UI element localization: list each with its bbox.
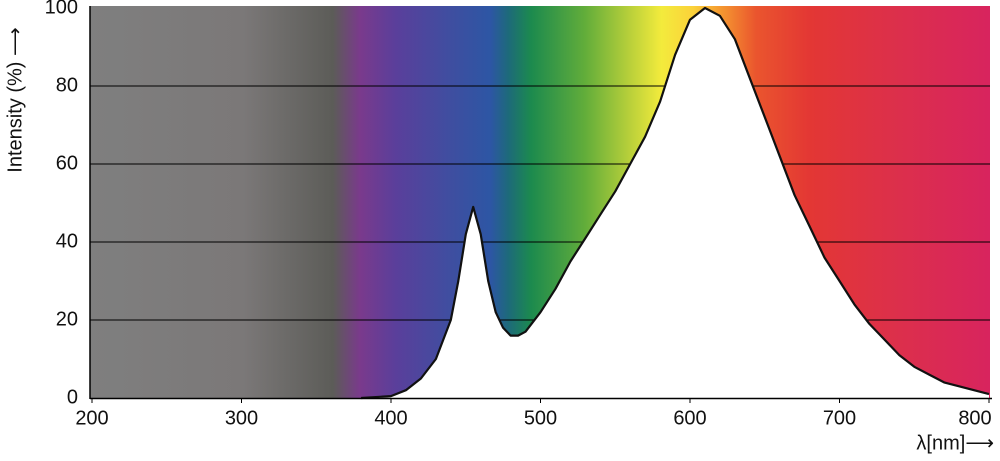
x-axis-label: λ[nm]⟶ xyxy=(916,432,994,454)
y-tick-label: 20 xyxy=(56,308,78,330)
y-tick-label: 100 xyxy=(45,0,78,18)
line xyxy=(361,6,990,400)
x-tick-label: 500 xyxy=(524,407,557,429)
y-tick-label: 40 xyxy=(56,230,78,252)
x-tick-label: 800 xyxy=(958,407,991,429)
x-tick-label: 700 xyxy=(823,407,856,429)
x-tick-label: 400 xyxy=(374,407,407,429)
x-tick-label: 300 xyxy=(225,407,258,429)
y-tick-label: 60 xyxy=(56,152,78,174)
x-tick-label: 600 xyxy=(673,407,706,429)
x-tick-label: 200 xyxy=(75,407,108,429)
area xyxy=(361,8,990,398)
y-tick-label: 80 xyxy=(56,74,78,96)
y-tick-label: 0 xyxy=(67,386,78,408)
y-axis-label: Intensity (%) ⟶ xyxy=(4,27,26,172)
